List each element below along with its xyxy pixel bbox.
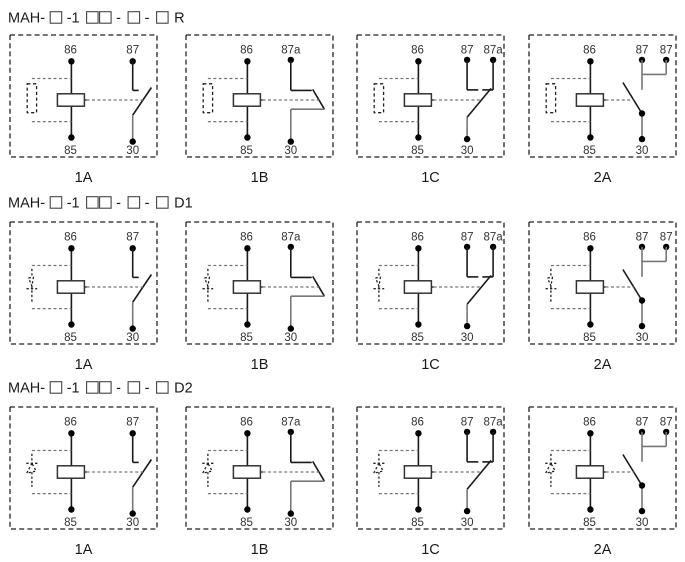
svg-text:86: 86 (64, 45, 77, 57)
svg-text:85: 85 (411, 145, 424, 157)
svg-text:-1: -1 (67, 11, 80, 27)
svg-text:85: 85 (583, 145, 596, 157)
svg-text:1B: 1B (251, 170, 269, 186)
svg-text:87a: 87a (484, 232, 504, 244)
svg-text:86: 86 (64, 417, 77, 429)
svg-text:1A: 1A (75, 170, 93, 186)
svg-text:1B: 1B (251, 542, 269, 557)
svg-text:87: 87 (636, 417, 649, 429)
svg-text:30: 30 (284, 145, 297, 157)
svg-text:2A: 2A (594, 170, 612, 186)
svg-text:30: 30 (636, 332, 649, 344)
svg-text:-: - (116, 196, 121, 212)
svg-text:85: 85 (240, 145, 253, 157)
svg-text:1C: 1C (421, 357, 440, 373)
svg-text:86: 86 (411, 232, 424, 244)
svg-text:1B: 1B (251, 357, 269, 373)
svg-text:30: 30 (636, 145, 649, 157)
svg-text:87: 87 (660, 232, 673, 244)
svg-text:86: 86 (583, 232, 596, 244)
svg-text:30: 30 (126, 332, 139, 344)
svg-text:85: 85 (240, 332, 253, 344)
svg-text:87: 87 (461, 45, 474, 57)
svg-text:87a: 87a (281, 417, 301, 429)
svg-text:-: - (145, 11, 150, 27)
svg-text:85: 85 (240, 517, 253, 529)
svg-text:87a: 87a (281, 45, 301, 57)
svg-text:30: 30 (461, 517, 474, 529)
svg-text:-: - (145, 381, 150, 397)
svg-text:86: 86 (64, 232, 77, 244)
svg-text:87: 87 (126, 45, 139, 57)
svg-text:30: 30 (636, 517, 649, 529)
svg-text:1C: 1C (421, 542, 440, 557)
svg-text:-1: -1 (67, 196, 80, 212)
svg-text:2A: 2A (594, 357, 612, 373)
svg-text:-: - (116, 11, 121, 27)
svg-text:87a: 87a (484, 417, 504, 429)
svg-text:86: 86 (583, 45, 596, 57)
svg-text:87a: 87a (484, 45, 504, 57)
svg-text:D2: D2 (174, 381, 193, 397)
svg-text:85: 85 (64, 332, 77, 344)
svg-text:87a: 87a (281, 232, 301, 244)
svg-text:85: 85 (411, 332, 424, 344)
svg-text:87: 87 (126, 232, 139, 244)
svg-text:MAH-: MAH- (8, 381, 45, 397)
svg-text:86: 86 (240, 232, 253, 244)
svg-text:30: 30 (284, 517, 297, 529)
svg-text:1C: 1C (421, 170, 440, 186)
svg-text:87: 87 (126, 417, 139, 429)
svg-text:86: 86 (240, 417, 253, 429)
svg-text:85: 85 (64, 145, 77, 157)
svg-text:-1: -1 (67, 381, 80, 397)
svg-text:-: - (116, 381, 121, 397)
svg-text:MAH-: MAH- (8, 11, 45, 27)
svg-text:85: 85 (64, 517, 77, 529)
svg-text:30: 30 (461, 332, 474, 344)
svg-text:87: 87 (660, 417, 673, 429)
svg-text:87: 87 (636, 45, 649, 57)
svg-text:30: 30 (126, 517, 139, 529)
svg-text:30: 30 (284, 332, 297, 344)
svg-text:D1: D1 (174, 196, 193, 212)
svg-text:85: 85 (411, 517, 424, 529)
svg-text:30: 30 (461, 145, 474, 157)
svg-text:86: 86 (583, 417, 596, 429)
svg-text:85: 85 (583, 332, 596, 344)
svg-text:2A: 2A (594, 542, 612, 557)
svg-text:-: - (145, 196, 150, 212)
svg-text:87: 87 (636, 232, 649, 244)
svg-text:87: 87 (461, 232, 474, 244)
svg-text:85: 85 (583, 517, 596, 529)
svg-text:R: R (174, 11, 184, 27)
svg-text:30: 30 (126, 145, 139, 157)
svg-text:86: 86 (411, 417, 424, 429)
svg-text:87: 87 (660, 45, 673, 57)
svg-text:1A: 1A (75, 542, 93, 557)
svg-text:87: 87 (461, 417, 474, 429)
svg-text:86: 86 (240, 45, 253, 57)
svg-text:1A: 1A (75, 357, 93, 373)
svg-text:86: 86 (411, 45, 424, 57)
svg-text:MAH-: MAH- (8, 196, 45, 212)
